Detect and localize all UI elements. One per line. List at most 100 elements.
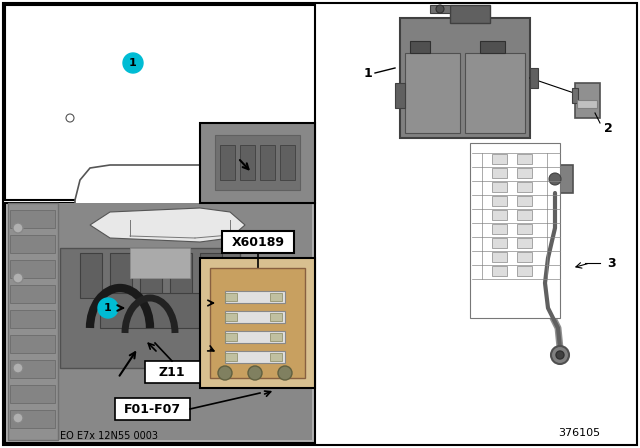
Bar — [225, 333, 237, 341]
Text: 1: 1 — [364, 66, 372, 79]
Circle shape — [66, 114, 74, 122]
Bar — [225, 293, 237, 301]
Bar — [225, 351, 285, 363]
Circle shape — [436, 5, 444, 13]
Text: F01-F07: F01-F07 — [124, 402, 180, 415]
Bar — [270, 293, 282, 301]
Circle shape — [13, 273, 23, 283]
Bar — [220, 145, 235, 180]
Bar — [10, 310, 55, 328]
Bar — [270, 313, 282, 321]
Text: 1: 1 — [104, 303, 112, 313]
Bar — [200, 258, 315, 388]
Bar — [572, 88, 578, 103]
Circle shape — [13, 223, 23, 233]
Bar — [405, 53, 460, 133]
Circle shape — [556, 351, 564, 359]
Bar — [517, 168, 532, 178]
Bar — [110, 253, 132, 298]
Bar — [10, 410, 55, 428]
Bar — [225, 311, 285, 323]
Text: 1: 1 — [129, 58, 137, 68]
Bar — [100, 293, 220, 328]
Bar — [200, 253, 222, 298]
Polygon shape — [95, 298, 240, 320]
Bar — [10, 235, 55, 253]
Bar — [492, 252, 507, 262]
Bar — [492, 224, 507, 234]
Bar — [5, 203, 315, 443]
Bar — [10, 360, 55, 378]
Bar — [225, 353, 237, 361]
Bar — [517, 196, 532, 206]
Circle shape — [551, 346, 569, 364]
Bar — [260, 145, 275, 180]
Bar — [492, 154, 507, 164]
Bar — [280, 145, 295, 180]
Text: 2: 2 — [604, 121, 612, 134]
Text: X60189: X60189 — [232, 236, 285, 249]
Bar — [480, 41, 505, 53]
Bar — [517, 266, 532, 276]
Bar — [517, 252, 532, 262]
Bar — [430, 5, 450, 13]
Bar — [270, 333, 282, 341]
Bar — [517, 238, 532, 248]
Circle shape — [248, 366, 262, 380]
Bar — [10, 285, 55, 303]
Circle shape — [549, 173, 561, 185]
Bar — [517, 154, 532, 164]
Bar — [225, 331, 285, 343]
Bar — [80, 253, 102, 298]
Bar — [465, 53, 525, 133]
Bar — [240, 145, 255, 180]
Bar — [517, 210, 532, 220]
Bar — [395, 83, 405, 108]
Bar — [222, 231, 294, 253]
Bar — [210, 268, 305, 378]
Circle shape — [13, 363, 23, 373]
Text: EO E7x 12N55 0003: EO E7x 12N55 0003 — [60, 431, 158, 441]
Bar — [492, 196, 507, 206]
Circle shape — [98, 298, 118, 318]
Bar — [200, 123, 315, 203]
Circle shape — [123, 53, 143, 73]
Bar — [575, 83, 600, 118]
Bar — [60, 248, 240, 368]
Bar — [470, 143, 560, 318]
Text: 376105: 376105 — [558, 428, 600, 438]
Bar — [225, 291, 285, 303]
Bar — [225, 313, 237, 321]
Bar — [10, 210, 55, 228]
Bar — [10, 385, 55, 403]
Text: Z11: Z11 — [159, 366, 186, 379]
Bar — [577, 100, 597, 108]
Bar — [450, 5, 490, 23]
Bar — [492, 266, 507, 276]
Bar — [115, 398, 190, 420]
Bar — [10, 260, 55, 278]
Text: 3: 3 — [608, 257, 616, 270]
Bar — [517, 182, 532, 192]
Bar — [5, 5, 315, 200]
Circle shape — [218, 366, 232, 380]
Polygon shape — [90, 208, 245, 242]
Bar — [10, 335, 55, 353]
Bar — [215, 135, 300, 190]
Bar — [8, 203, 58, 440]
Circle shape — [278, 366, 292, 380]
Bar — [492, 210, 507, 220]
Bar — [130, 248, 190, 278]
Bar — [492, 238, 507, 248]
Bar — [492, 168, 507, 178]
Bar — [140, 253, 162, 298]
Bar — [170, 253, 192, 298]
Bar — [270, 353, 282, 361]
Bar — [145, 361, 200, 383]
Bar — [492, 182, 507, 192]
Polygon shape — [75, 165, 255, 330]
Bar — [400, 18, 530, 138]
Bar — [8, 203, 312, 440]
Bar — [538, 165, 573, 193]
Bar — [530, 68, 538, 88]
